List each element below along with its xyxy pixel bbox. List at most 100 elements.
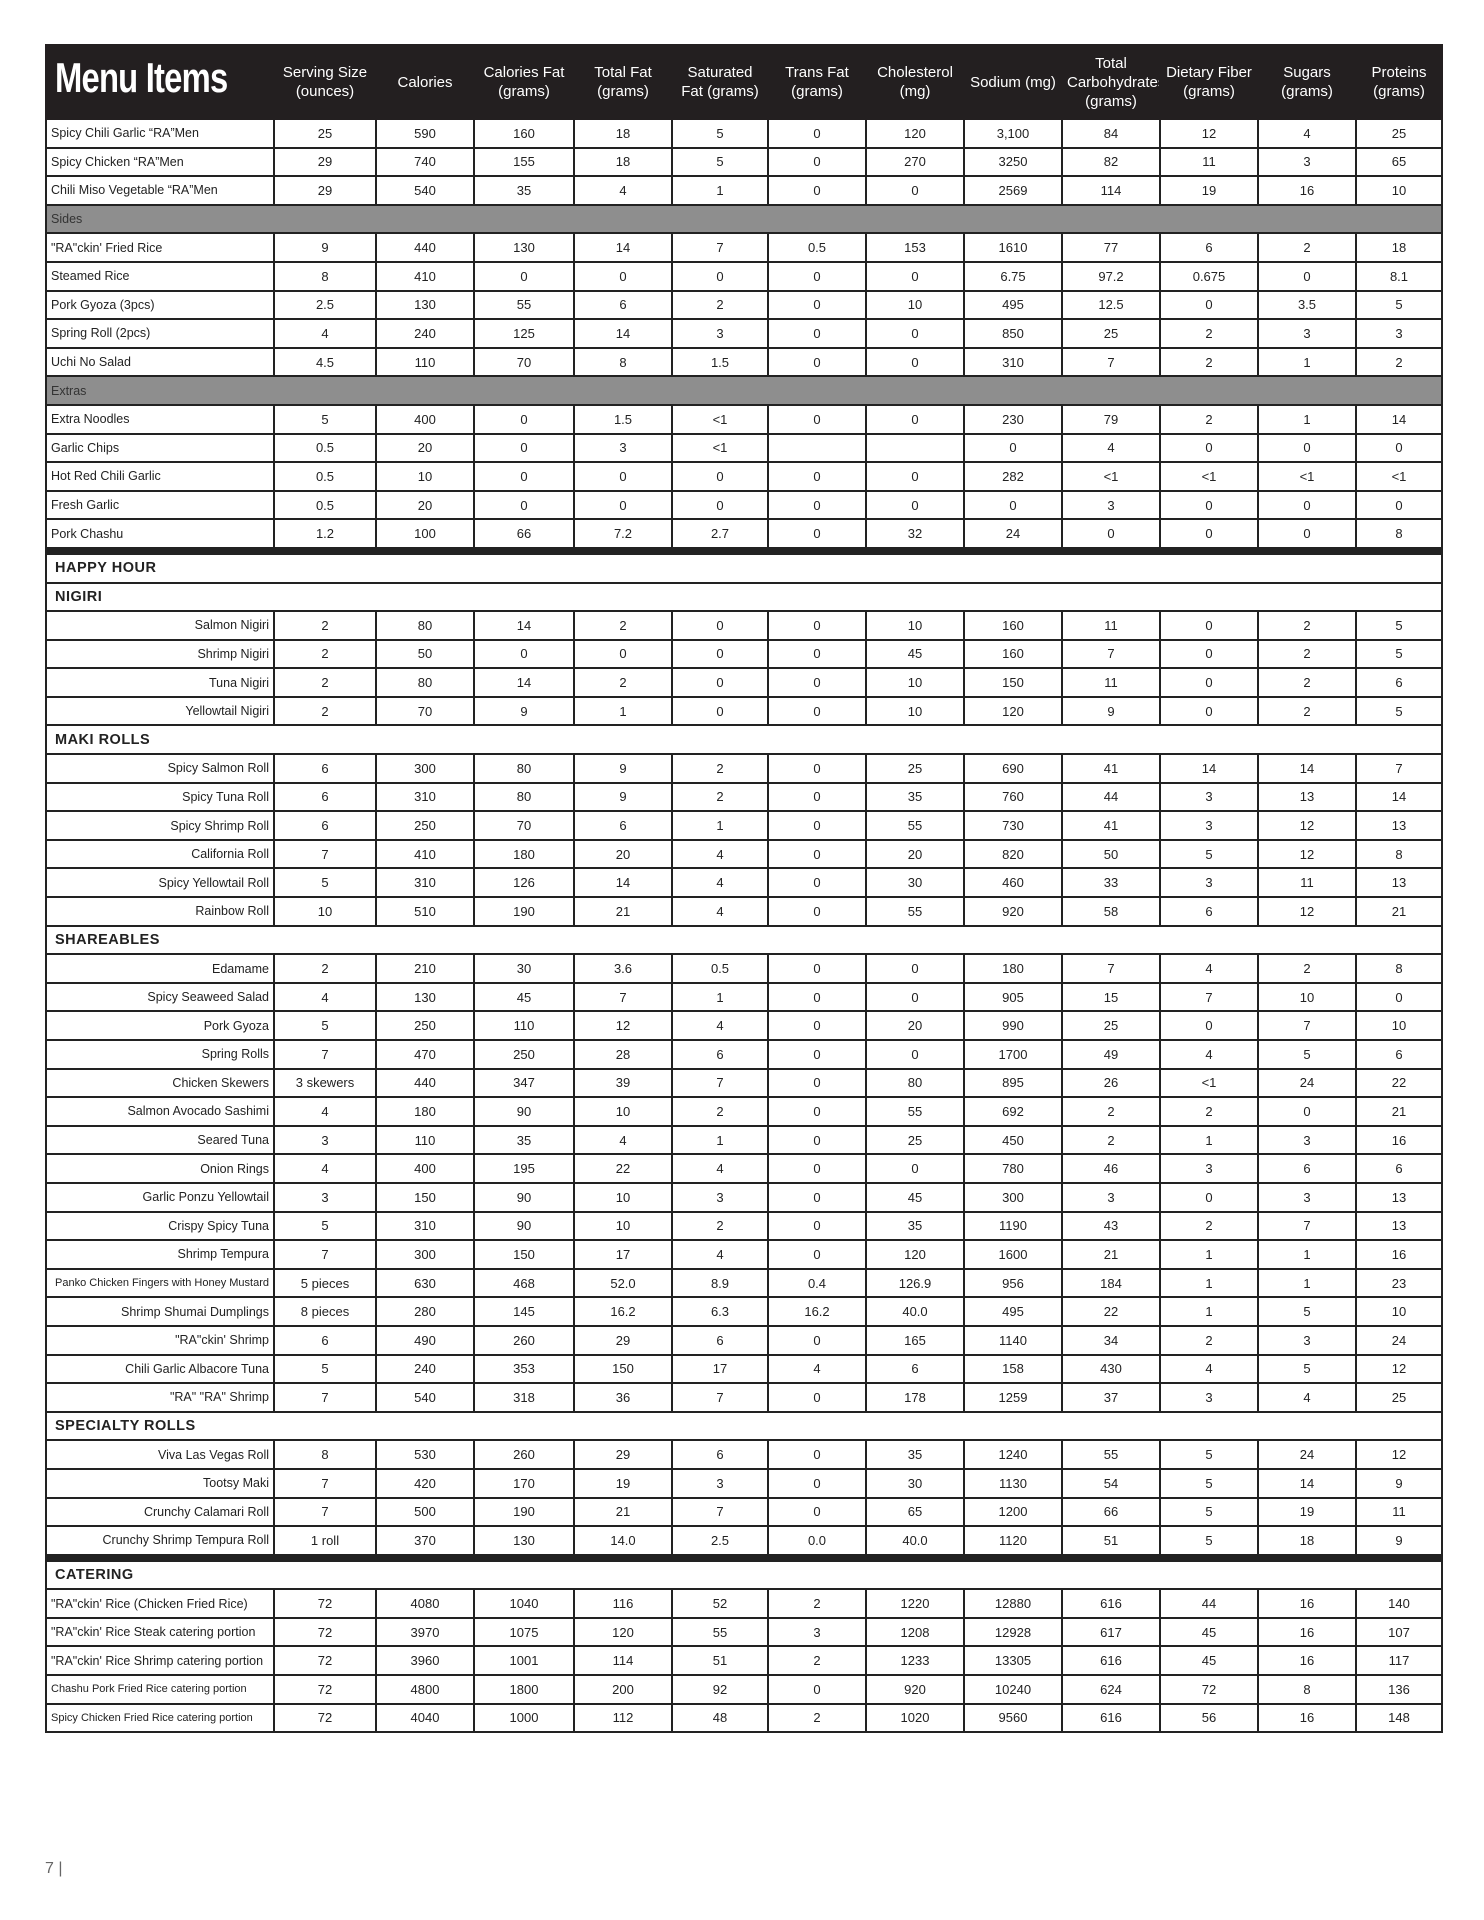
cell-value: 4 — [671, 1239, 769, 1270]
table-row: Spring Roll (2pcs) 4 240 125 14 3 0 0 850 25 2 3 3 — [45, 318, 1443, 349]
cell-value: 190 — [473, 1496, 575, 1528]
cell-value: 0 — [573, 461, 673, 492]
cell-value: 10 — [1355, 1296, 1443, 1327]
subcategory-row: Sides — [45, 203, 1443, 235]
cell-value: 16 — [1257, 1616, 1357, 1648]
cell-value: 0 — [767, 810, 867, 841]
cell-value: 0 — [767, 175, 867, 206]
cell-value: 2 — [1257, 953, 1357, 984]
cell-value: 5 — [1159, 838, 1259, 870]
cell-value: 11 — [1355, 1496, 1443, 1528]
cell-value: 2569 — [963, 175, 1063, 206]
cell-value: 14 — [1355, 403, 1443, 435]
cell-value: 617 — [1061, 1616, 1161, 1648]
cell-value: 2 — [671, 1210, 769, 1242]
cell-value: 170 — [473, 1467, 575, 1499]
cell-value: 6 — [671, 1324, 769, 1356]
cell-value: 590 — [375, 118, 475, 149]
cell-value: 0 — [1257, 489, 1357, 521]
cell-value: 4 — [1159, 1353, 1259, 1385]
cell-value: 7 — [1355, 753, 1443, 784]
cell-value: 6 — [671, 1439, 769, 1470]
item-name: Crispy Spicy Tuna — [45, 1210, 275, 1242]
cell-value: 1.5 — [573, 403, 673, 435]
cell-value: 21 — [1355, 896, 1443, 927]
cell-value: 0 — [767, 489, 867, 521]
cell-value: 0.5 — [273, 489, 377, 521]
cell-value: 0 — [1257, 432, 1357, 464]
cell-value: 10 — [573, 1210, 673, 1242]
item-name: Tootsy Maki — [45, 1467, 275, 1499]
cell-value: 2 — [1257, 638, 1357, 670]
cell-value: 26 — [1061, 1067, 1161, 1099]
cell-value: 4 — [671, 867, 769, 899]
cell-value: 6.75 — [963, 260, 1063, 292]
cell-value: 48 — [671, 1702, 769, 1734]
cell-value: 1190 — [963, 1210, 1063, 1242]
cell-value: 3 — [273, 1124, 377, 1156]
table-row: Spring Rolls 7 470 250 28 6 0 0 1700 49 4 5 6 — [45, 1039, 1443, 1070]
cell-value: 16 — [1257, 1702, 1357, 1734]
table-row: Crispy Spicy Tuna 5 310 90 10 2 0 35 1190 43 2 7 13 — [45, 1210, 1443, 1242]
cell-value: 36 — [573, 1382, 673, 1413]
table-row: "RA"ckin' Rice (Chicken Fried Rice) 72 408… — [45, 1588, 1443, 1619]
cell-value: 6 — [1355, 1153, 1443, 1184]
cell-value: 35 — [865, 1439, 965, 1470]
cell-value: 0 — [473, 260, 575, 292]
cell-value: 490 — [375, 1324, 475, 1356]
cell-value: 0 — [1159, 489, 1259, 521]
cell-value: 55 — [1061, 1439, 1161, 1470]
column-header: Sugars (grams) — [1257, 44, 1357, 120]
cell-value: 0 — [767, 1439, 867, 1470]
cell-value: 5 pieces — [273, 1267, 377, 1299]
cell-value: 10 — [1355, 1010, 1443, 1041]
table-row: Crunchy Calamari Roll 7 500 190 21 7 0 65 1200 66… — [45, 1496, 1443, 1528]
table-row: "RA" "RA" Shrimp 7 540 318 36 7 0 178 1259 37 3 4 25 — [45, 1382, 1443, 1413]
cell-value: 150 — [573, 1353, 673, 1385]
item-name: Seared Tuna — [45, 1124, 275, 1156]
cell-value: 347 — [473, 1067, 575, 1099]
cell-value: 0 — [767, 1039, 867, 1070]
cell-value: 66 — [1061, 1496, 1161, 1528]
column-header: Proteins (grams) — [1355, 44, 1443, 120]
cell-value: 1259 — [963, 1382, 1063, 1413]
cell-value: 90 — [473, 1181, 575, 1213]
cell-value: 16.2 — [573, 1296, 673, 1327]
cell-value: 370 — [375, 1525, 475, 1559]
table-row: "RA"ckin' Fried Rice 9 440 130 14 7 0.5 153 1610… — [45, 232, 1443, 263]
cell-value: 300 — [375, 753, 475, 784]
cell-value: 80 — [865, 1067, 965, 1099]
cell-value: 51 — [671, 1645, 769, 1677]
cell-value: 15 — [1061, 981, 1161, 1013]
cell-value: 6 — [1159, 232, 1259, 263]
cell-value: 0 — [767, 867, 867, 899]
cell-value: 52 — [671, 1588, 769, 1619]
item-name: Spring Rolls — [45, 1039, 275, 1070]
cell-value: 0 — [767, 1210, 867, 1242]
column-header: Cholesterol (mg) — [865, 44, 965, 120]
cell-value: 13 — [1355, 1210, 1443, 1242]
cell-value: 820 — [963, 838, 1063, 870]
item-name: Chili Miso Vegetable “RA”Men — [45, 175, 275, 206]
cell-value: 120 — [865, 1239, 965, 1270]
cell-value: 3.6 — [573, 953, 673, 984]
cell-value: 16 — [1355, 1239, 1443, 1270]
cell-value: 1.2 — [273, 518, 377, 552]
table-row: Spicy Salmon Roll 6 300 80 9 2 0 25 690 41 14 14 7 — [45, 753, 1443, 784]
cell-value: 6 — [273, 810, 377, 841]
table-title: Menu Items — [45, 44, 275, 120]
table-row: Tootsy Maki 7 420 170 19 3 0 30 1130 54 5 14 9 — [45, 1467, 1443, 1499]
cell-value: 7 — [671, 1382, 769, 1413]
item-name: Garlic Ponzu Yellowtail — [45, 1181, 275, 1213]
cell-value: 92 — [671, 1674, 769, 1705]
cell-value: 0 — [767, 610, 867, 641]
cell-value: 495 — [963, 289, 1063, 321]
cell-value: 1 — [671, 1124, 769, 1156]
cell-value: 616 — [1061, 1645, 1161, 1677]
cell-value: 20 — [573, 838, 673, 870]
cell-value: 7 — [573, 981, 673, 1013]
cell-value: 55 — [671, 1616, 769, 1648]
cell-value: 1 — [1159, 1239, 1259, 1270]
cell-value: 0 — [767, 289, 867, 321]
cell-value: 8 pieces — [273, 1296, 377, 1327]
